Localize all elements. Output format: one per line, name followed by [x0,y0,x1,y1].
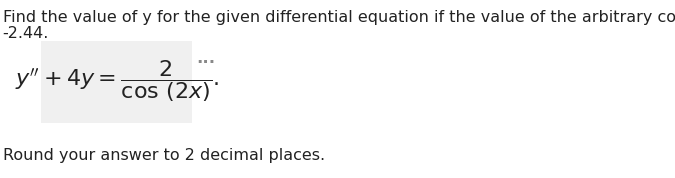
Text: Find the value of y for the given differential equation if the value of the arbi: Find the value of y for the given differ… [3,10,675,25]
Text: Round your answer to 2 decimal places.: Round your answer to 2 decimal places. [3,148,325,163]
Text: $y'' + 4y = \dfrac{2}{\cos\,(2x)}.$: $y'' + 4y = \dfrac{2}{\cos\,(2x)}.$ [15,58,219,104]
Text: ...: ... [196,49,215,67]
FancyBboxPatch shape [41,41,192,123]
Text: -2.44.: -2.44. [3,26,49,41]
